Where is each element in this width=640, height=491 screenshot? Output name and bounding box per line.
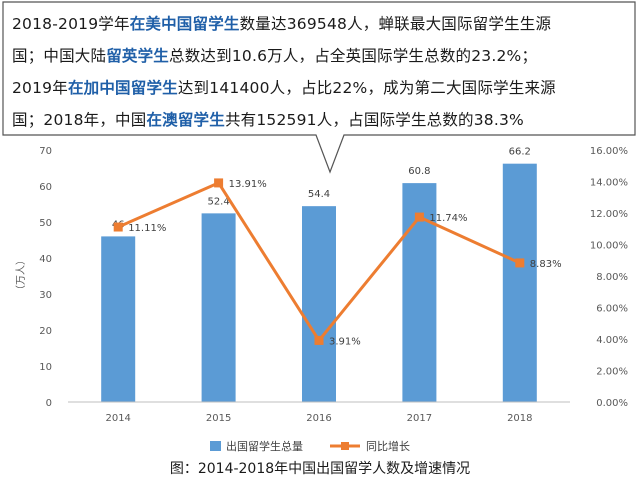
y2-tick-label: 2.00% [596,367,628,378]
callout-line: 2019年在加中国留学生达到141400人，占比22%，成为第二大国际学生来源 [12,72,628,104]
bar-series [101,163,537,402]
bar [302,206,336,402]
callout-segment: 达到141400人，占比22%，成为第二大国际学生来源 [177,79,556,97]
x-tick-label: 2018 [507,413,532,424]
line-value-label: 8.83% [530,259,562,270]
line-marker [314,335,324,345]
line-value-label: 11.11% [128,223,166,234]
callout-line: 2018-2019学年在美中国留学生数量达369548人，蝉联最大国际留学生生源 [12,8,628,40]
y-tick-label: 60 [39,182,52,193]
callout-box [2,1,636,174]
y2-tick-label: 4.00% [596,335,628,346]
figure-caption: 图：2014-2018年中国出国留学人数及增速情况 [169,461,471,477]
callout-line: 国；中国大陆留英学生总数达到10.6万人，占全英国际学生总数的23.2%； [12,40,628,72]
callout-segment: 国；2018年，中国 [12,111,147,129]
line-value-label: 3.91% [329,336,361,347]
y2-tick-label: 12.00% [590,209,628,220]
legend-label-bar: 出国留学生总量 [226,439,303,453]
y-tick-label: 20 [39,326,52,337]
callout-segment: 2019年 [12,79,68,97]
bar [201,213,236,402]
y-tick-label: 40 [39,254,52,265]
growth-markers [113,178,525,345]
y2-tick-label: 14.00% [590,178,628,189]
x-axis: 2014 2015 2016 2017 2018 [105,413,532,424]
callout-segment: 国；中国大陆 [12,47,107,65]
y-tick-label: 10 [39,362,52,373]
line-marker [414,212,424,222]
callout-text: 2018-2019学年在美中国留学生数量达369548人，蝉联最大国际留学生生源… [12,8,628,136]
legend-label-line: 同比增长 [366,439,410,453]
bar-value-label: 66.2 [509,147,531,158]
x-tick-label: 2016 [306,413,331,424]
callout-segment: 共有152591人，占国际学生总数的38.3% [224,111,524,129]
callout-segment: 总数达到10.6万人，占全英国际学生总数的23.2%； [169,47,538,65]
y-tick-label: 0 [46,398,52,409]
line-marker [214,178,224,188]
y-tick-label: 70 [39,146,52,157]
callout-segment: 数量达369548人，蝉联最大国际留学生生源 [239,15,552,33]
y-axis-right: 0.00% 2.00% 4.00% 6.00% 8.00% 10.00% 12.00% 14.… [590,146,628,409]
legend: 出国留学生总量 同比增长 [210,439,410,453]
legend-swatch-bar [210,441,221,451]
y2-tick-label: 0.00% [596,398,628,409]
line-value-label: 11.74% [429,213,467,224]
line-marker [515,258,525,268]
bar [101,236,136,402]
callout-highlight: 在美中国留学生 [129,15,240,33]
bar-value-label: 60.8 [408,166,430,177]
y-tick-label: 30 [39,290,52,301]
bar [502,163,537,402]
y2-tick-label: 8.00% [596,272,628,283]
y2-tick-label: 10.00% [590,241,628,252]
y2-tick-label: 6.00% [596,304,628,315]
legend-marker-line [341,442,349,450]
x-tick-label: 2014 [105,413,130,424]
growth-data-labels: 11.11% 13.91% 3.91% 11.74% 8.83% [128,179,561,348]
y-axis-left: 0 10 20 30 40 50 60 70 [39,146,52,409]
callout-line: 国；2018年，中国在澳留学生共有152591人，占国际学生总数的38.3% [12,104,628,136]
bar-value-label: 52.4 [207,196,229,207]
callout-segment: 2018-2019学年 [12,15,130,33]
line-marker [113,222,123,232]
line-value-label: 13.91% [229,179,267,190]
bar-value-label: 54.4 [308,189,330,200]
y2-tick-label: 16.00% [590,146,628,157]
x-tick-label: 2015 [206,413,231,424]
y-tick-label: 50 [39,218,52,229]
callout-highlight: 留英学生 [106,47,170,65]
callout-highlight: 在加中国留学生 [67,79,178,97]
callout-highlight: 在澳留学生 [146,111,225,129]
y-axis-label: （万人） [15,255,27,295]
x-tick-label: 2017 [407,413,432,424]
